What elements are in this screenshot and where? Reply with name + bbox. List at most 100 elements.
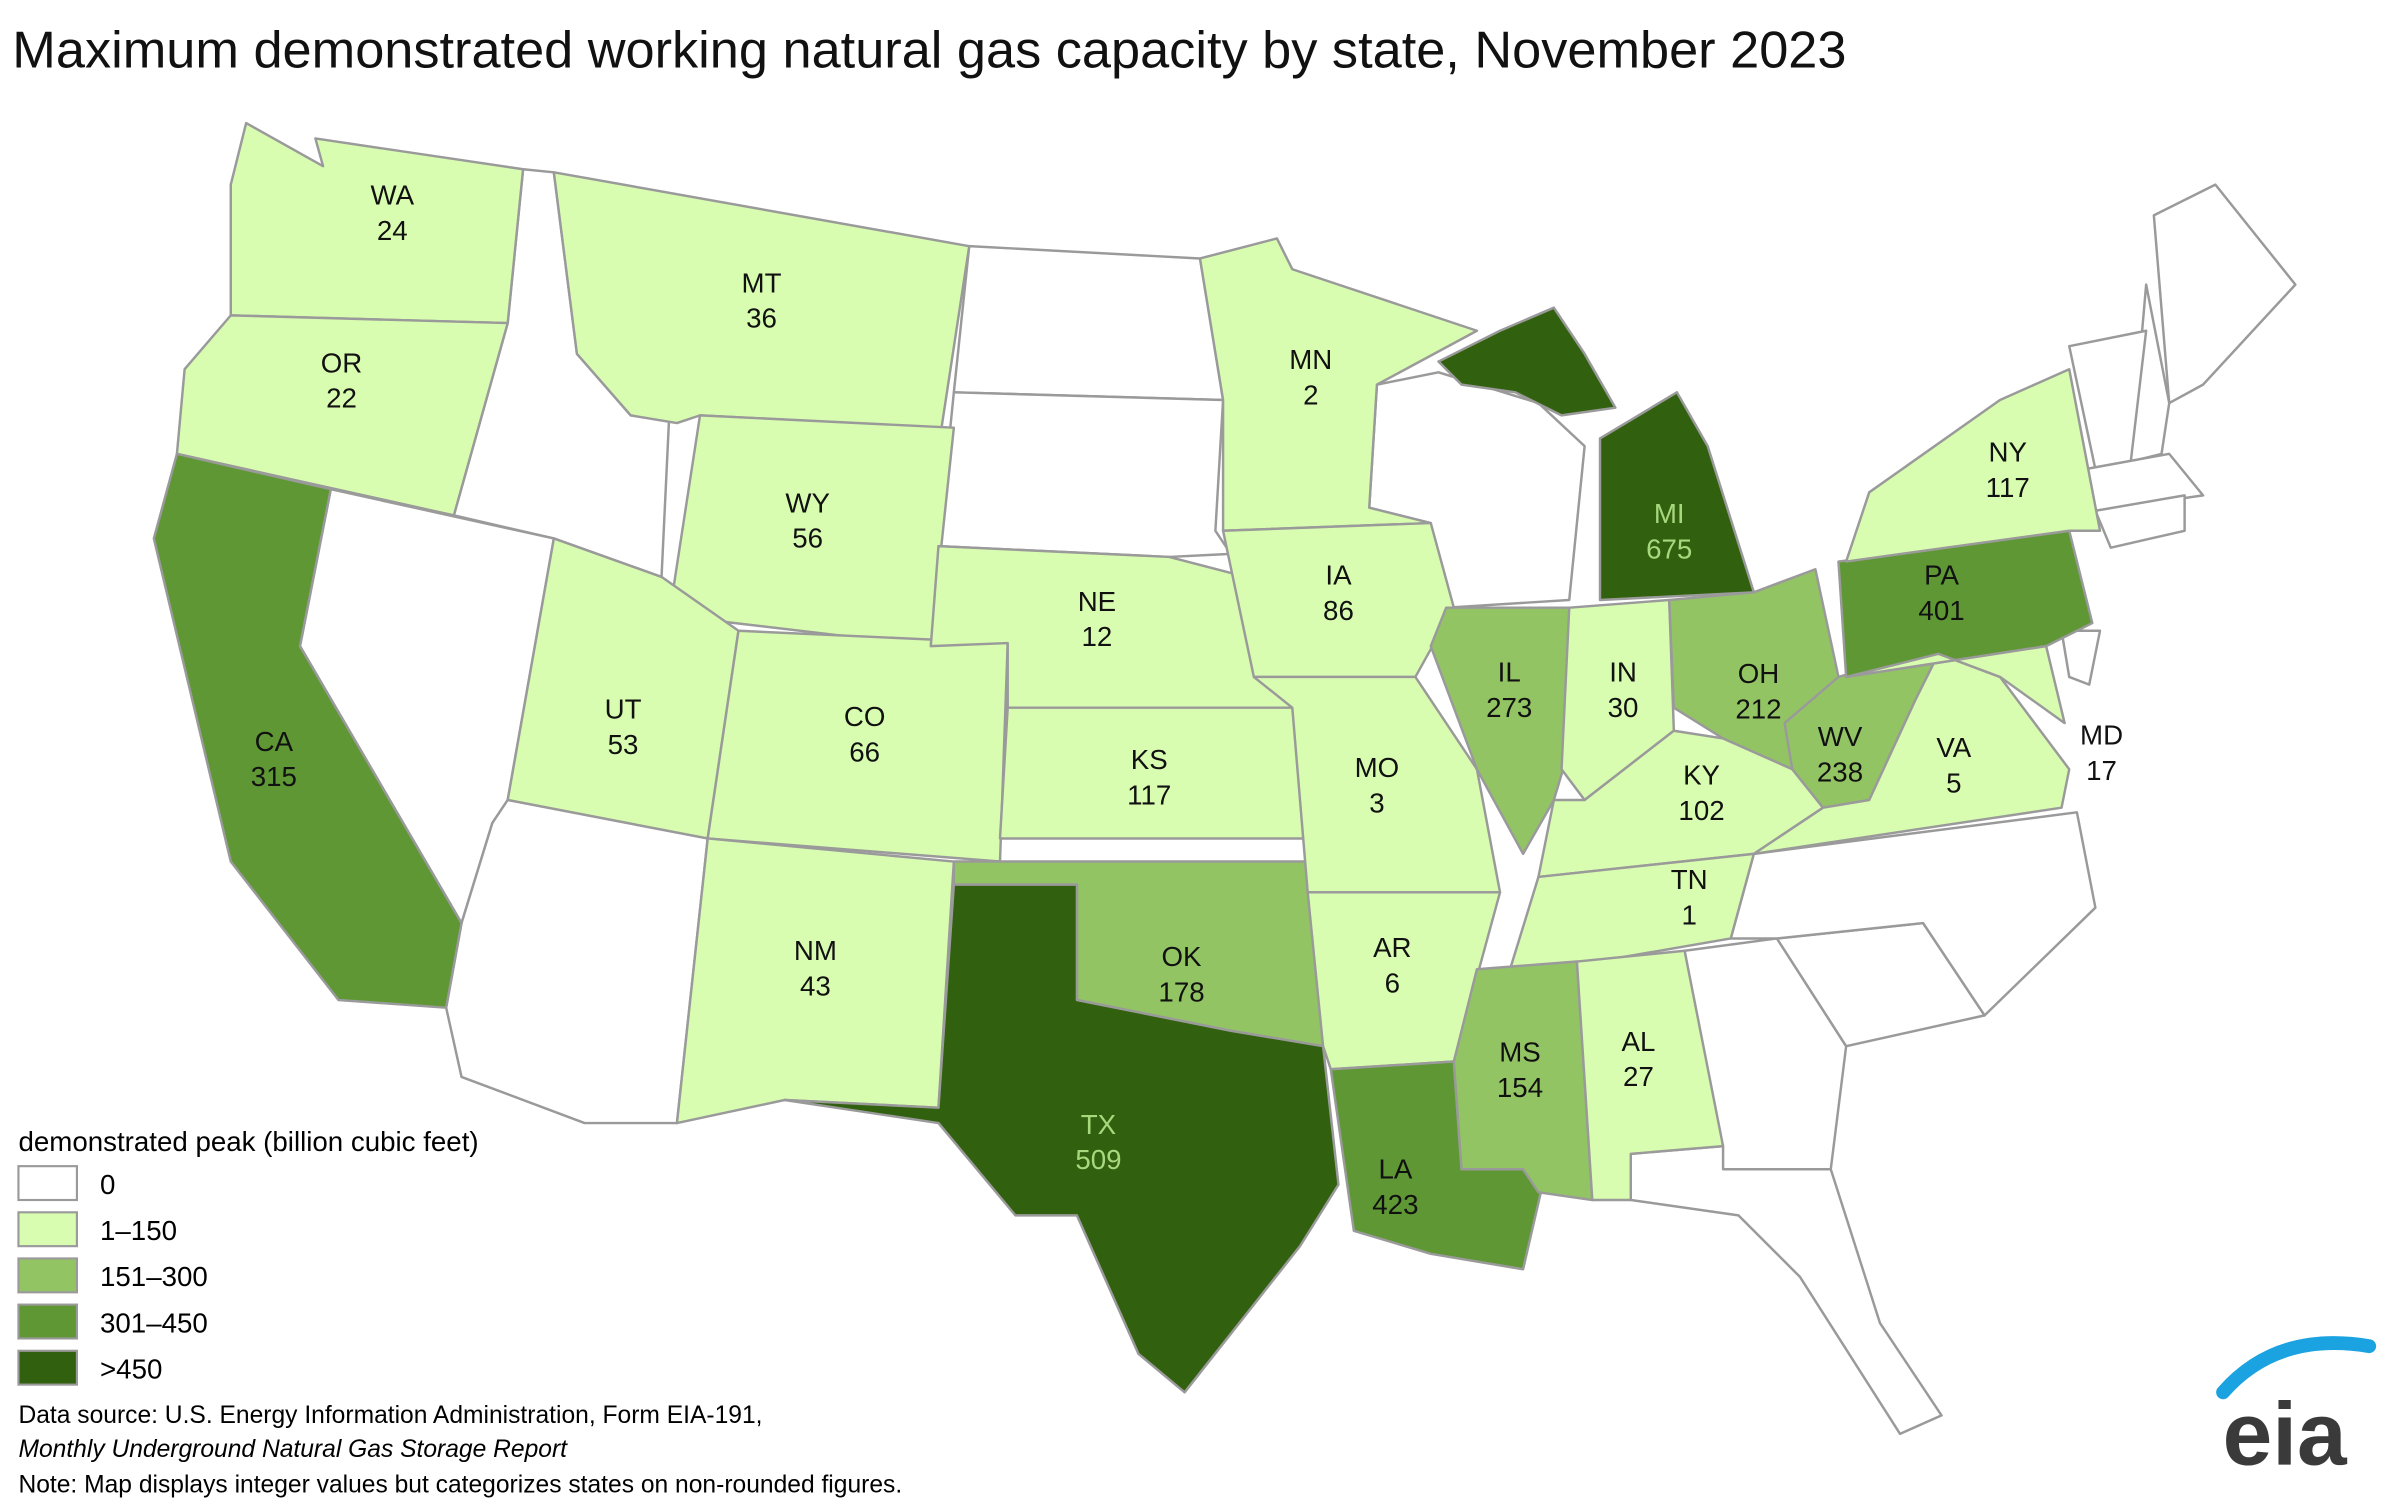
state: [1729, 811, 2097, 1017]
no-storage-states: [298, 168, 2297, 1436]
source: Data source: U.S. Energy Information Adm…: [18, 1402, 762, 1429]
state-value: 1: [1682, 900, 1697, 931]
state: [1844, 644, 2066, 725]
state: [952, 244, 1225, 402]
state-value: 509: [1075, 1144, 1121, 1175]
state-value: 43: [800, 970, 831, 1001]
legend-label: 301–450: [100, 1307, 208, 1338]
state-abbr: WV: [1818, 721, 1863, 752]
state-value: 212: [1735, 693, 1781, 724]
state-value: 675: [1646, 533, 1692, 564]
state: [1575, 949, 1725, 1202]
state: [1844, 368, 2102, 563]
state-abbr: NM: [794, 935, 837, 966]
state-value: 117: [1986, 472, 2030, 503]
state-abbr: KS: [1131, 744, 1168, 775]
state-abbr: NY: [1988, 437, 2026, 468]
state-value: 27: [1623, 1061, 1654, 1092]
state-abbr: WY: [785, 487, 830, 518]
logo-swoosh: [2216, 1336, 2377, 1400]
state: [2060, 629, 2102, 686]
state-value: 53: [608, 729, 639, 760]
state-abbr: CA: [255, 726, 294, 757]
state-abbr: IN: [1609, 657, 1637, 688]
state: [937, 391, 1233, 559]
state-value: 273: [1486, 692, 1532, 723]
state-value: 36: [746, 303, 777, 334]
legend-swatch: [17, 1349, 78, 1386]
state-value: 56: [792, 523, 823, 554]
state-value: 154: [1497, 1072, 1543, 1103]
storage-states: WA24OR22CA315MT36WY56UT53CO66NM43NE12KS1…: [152, 121, 2123, 1394]
state-value: 315: [251, 761, 297, 792]
state: [229, 121, 525, 325]
state-value: 178: [1158, 977, 1204, 1008]
state-value: 30: [1608, 692, 1639, 723]
state-abbr: WA: [371, 180, 415, 211]
state-abbr: OR: [321, 347, 363, 378]
state-value: 238: [1817, 757, 1863, 788]
state: [1198, 237, 1479, 533]
state-abbr: CO: [844, 701, 886, 732]
state: [152, 452, 463, 1009]
legend-swatch: [17, 1165, 78, 1202]
state-abbr: UT: [605, 693, 642, 724]
state-abbr: IL: [1498, 657, 1521, 688]
state-value: 401: [1918, 595, 1964, 626]
legend-swatch: [17, 1257, 78, 1294]
legend-label: 1–150: [100, 1215, 177, 1246]
state-value: 12: [1082, 621, 1113, 652]
state-abbr: MO: [1355, 752, 1400, 783]
state: [444, 798, 709, 1125]
state: [2094, 494, 2186, 549]
state: [783, 883, 1340, 1394]
state-value: 117: [1127, 780, 1171, 811]
state-abbr: LA: [1378, 1153, 1412, 1184]
state-value: 423: [1372, 1189, 1418, 1220]
legend: demonstrated peak (billion cubic feet) 0…: [17, 1126, 479, 1386]
state-value: 22: [326, 383, 357, 414]
state-abbr: TN: [1671, 864, 1708, 895]
state-abbr: NE: [1078, 586, 1116, 617]
state-abbr: TX: [1081, 1109, 1116, 1140]
source-report: Monthly Underground Natural Gas Storage …: [18, 1436, 568, 1463]
state-abbr: AL: [1622, 1026, 1656, 1057]
legend-label: 151–300: [100, 1261, 208, 1292]
state-abbr: MT: [742, 267, 782, 298]
state-abbr: KY: [1683, 760, 1720, 791]
state-abbr: PA: [1924, 560, 1959, 591]
legend-label: 0: [100, 1169, 115, 1200]
state: [1437, 306, 1756, 602]
state-abbr: AR: [1373, 932, 1411, 963]
state-value: 66: [849, 737, 880, 768]
state: [1506, 852, 1756, 979]
state-value: 17: [2086, 755, 2117, 786]
state-abbr: IA: [1325, 560, 1352, 591]
state-value: 24: [377, 215, 408, 246]
state: [2152, 183, 2297, 405]
state-abbr: OH: [1738, 658, 1780, 689]
state-abbr: MI: [1654, 498, 1685, 529]
state-value: 86: [1323, 595, 1354, 626]
state-abbr: OK: [1162, 941, 1203, 972]
logo: eia: [2223, 1384, 2348, 1484]
legend-swatch: [17, 1211, 78, 1248]
title: Maximum demonstrated working natural gas…: [12, 22, 1846, 80]
state-value: 5: [1946, 767, 1961, 798]
legend-title: demonstrated peak (billion cubic feet): [18, 1126, 478, 1157]
note: Note: Map displays integer values but ca…: [18, 1471, 902, 1498]
state: [552, 171, 971, 429]
state-abbr: MS: [1499, 1037, 1541, 1068]
state-value: 2: [1303, 380, 1318, 411]
state-abbr: VA: [1936, 732, 1971, 763]
legend-label: >450: [100, 1353, 162, 1384]
state-value: 6: [1385, 967, 1400, 998]
state-abbr: MN: [1289, 344, 1332, 375]
state-value: 3: [1369, 787, 1384, 818]
legend-swatch: [17, 1303, 78, 1340]
state-value: 102: [1678, 795, 1724, 826]
state: [1629, 1144, 1943, 1436]
state-abbr: MD: [2080, 720, 2123, 751]
